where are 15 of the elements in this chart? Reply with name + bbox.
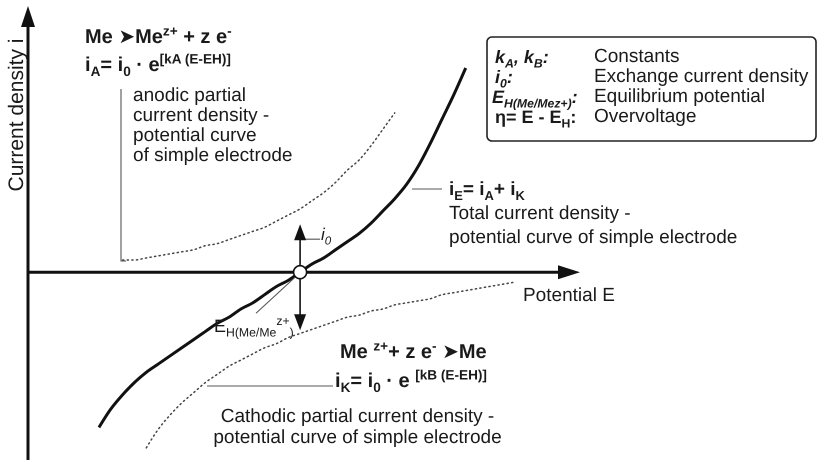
text: Exchange current density — [594, 66, 808, 88]
annotation: i$_{K}$= i$_{0}$ · e $^{[kB (E-EH)]}$ — [335, 367, 487, 395]
text: Me ➤Me$^{z+}$ + z e$^{-}$ — [85, 23, 232, 49]
y-axis-title: Current density i — [5, 38, 29, 192]
text: Equilibrium potential — [594, 86, 766, 108]
text: Constants — [594, 46, 680, 68]
annotation: i$_{0}$ — [321, 225, 332, 248]
annotation: i$_{E}$= i$_{A}$+ i$_{K}$ — [449, 179, 525, 203]
annotation: Me $^{z+}$+ z e$^{-}$ ➤Me — [340, 338, 487, 364]
annotation: i$_{A}$= i$_{0}$ · e$^{[kA (E-EH)]}$ — [85, 51, 231, 79]
annotation: Total current density - potential curve of simple electrode — [449, 202, 738, 250]
x-axis-title: Potential E — [523, 285, 615, 307]
annotation: Cathodic partial current density - potential curve of simple electrode — [212, 406, 503, 448]
annotation: anodic partial current density - potential curve of simple electrode — [133, 85, 292, 166]
text: Overvoltage — [594, 106, 696, 128]
